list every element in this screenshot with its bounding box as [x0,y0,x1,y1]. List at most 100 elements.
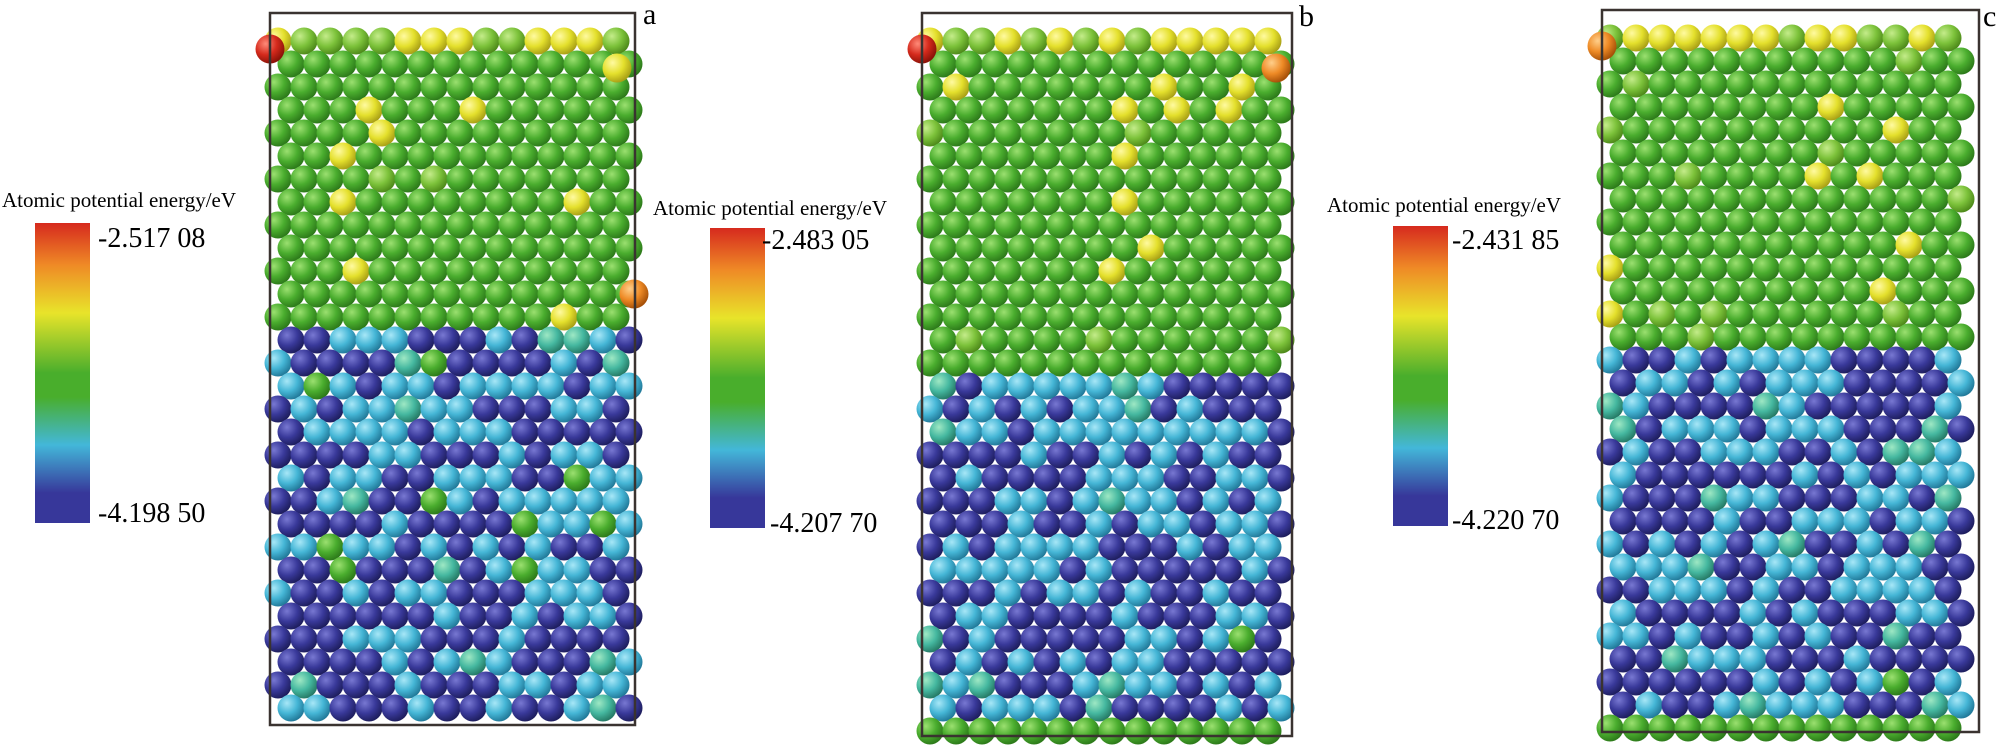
atom [511,648,539,676]
atom [381,510,409,538]
atom [485,234,513,262]
atom [994,717,1022,745]
atom [1020,671,1048,699]
atom [1622,714,1650,742]
atom [1921,139,1949,167]
atom [1739,599,1767,627]
atom [316,349,344,377]
atom [329,418,357,446]
atom [420,487,448,515]
atom [1817,185,1845,213]
atom [394,165,422,193]
atom [1033,234,1061,262]
atom [1254,441,1282,469]
atom [1163,142,1191,170]
atom [329,372,357,400]
atom [968,395,996,423]
atom [1908,576,1936,604]
atom [1752,70,1780,98]
atom [563,510,591,538]
atom [1267,556,1295,584]
atom [524,441,552,469]
atom [1752,162,1780,190]
atom [1622,24,1650,52]
atom [1085,694,1113,722]
atom [1124,533,1152,561]
atom [981,50,1009,78]
atom [576,579,604,607]
atom [1700,438,1728,466]
atom [511,234,539,262]
atom [1059,234,1087,262]
atom [1947,369,1975,397]
atom [1085,372,1113,400]
atom [1072,303,1100,331]
atom [942,73,970,101]
atom [381,96,409,124]
atom [1020,119,1048,147]
atom [394,27,422,55]
atom [277,188,305,216]
atom [537,464,565,492]
atom [1085,602,1113,630]
atom [1215,188,1243,216]
atom [1609,323,1637,351]
atom [942,441,970,469]
atom [1635,507,1663,535]
atom [550,533,578,561]
atom [1882,622,1910,650]
atom [1791,231,1819,259]
atom [1124,257,1152,285]
atom [1778,622,1806,650]
atom [1033,556,1061,584]
atom [394,533,422,561]
atom [524,211,552,239]
atom [1085,234,1113,262]
atom [1635,323,1663,351]
atom [472,73,500,101]
atom [485,464,513,492]
atom [1596,668,1624,696]
atom [277,510,305,538]
atom [1791,599,1819,627]
atom [277,280,305,308]
atom [1609,507,1637,535]
atom [1804,392,1832,420]
atom [955,648,983,676]
atom [498,119,526,147]
atom [368,533,396,561]
atom [550,211,578,239]
atom [1267,96,1295,124]
atom [1228,303,1256,331]
atom [1111,602,1139,630]
atom [1241,142,1269,170]
atom [1202,165,1230,193]
atom [1739,93,1767,121]
atom [1778,438,1806,466]
atom [433,96,461,124]
atom [1817,553,1845,581]
atom [1830,346,1858,374]
atom [1700,714,1728,742]
atom [1934,392,1962,420]
atom [498,441,526,469]
atom [1137,372,1165,400]
atom [1124,349,1152,377]
atom [1752,300,1780,328]
atom [1934,346,1962,374]
atom [381,50,409,78]
atom [381,188,409,216]
atom [955,418,983,446]
atom [1622,116,1650,144]
atom [1817,507,1845,535]
atom [1163,96,1191,124]
atom [1254,579,1282,607]
simulation-box-frame [920,11,1294,738]
atom [1908,530,1936,558]
atom [563,372,591,400]
atom [1072,349,1100,377]
atom [1228,257,1256,285]
atom [1228,441,1256,469]
atom [420,349,448,377]
